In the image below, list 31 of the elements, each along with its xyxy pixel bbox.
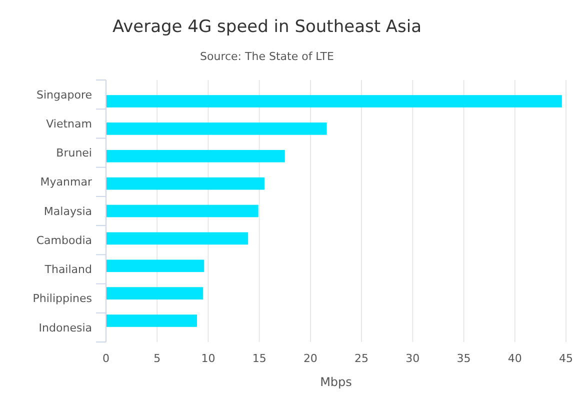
x-tick-label: 30 [406, 352, 420, 365]
x-tick-label: 45 [559, 352, 573, 365]
bar [106, 204, 258, 218]
y-tick-label: Myanmar [40, 176, 92, 189]
bar [106, 287, 204, 300]
bar [106, 232, 248, 245]
bar [106, 95, 562, 108]
x-tick-label: 10 [201, 352, 216, 365]
y-tick-label: Thailand [44, 263, 92, 276]
x-tick-label: 35 [456, 352, 471, 365]
bar [106, 122, 327, 135]
y-tick-label: Philippines [32, 292, 92, 306]
y-tick-label: Malaysia [44, 204, 92, 218]
y-tick-label: Cambodia [36, 234, 92, 247]
x-tick-label: 40 [508, 352, 522, 365]
chart-title: Average 4G speed in Southeast Asia [112, 17, 422, 37]
x-tick-label: 15 [252, 352, 266, 365]
x-axis-title: Mbps [320, 375, 352, 389]
y-tick-label: Brunei [56, 146, 92, 160]
x-tick-label: 25 [354, 352, 369, 365]
x-tick-label: 20 [303, 352, 318, 365]
y-tick-label: Singapore [36, 88, 92, 102]
bar [106, 150, 285, 162]
y-tick-label: Vietnam [46, 118, 92, 131]
bar [106, 177, 264, 190]
chart-subtitle: Source: The State of LTE [200, 50, 334, 63]
bar [106, 260, 204, 272]
bar [106, 314, 197, 327]
x-tick-label: 0 [102, 352, 110, 365]
y-tick-label: Indonesia [38, 321, 92, 334]
x-tick-label: 5 [154, 352, 161, 365]
